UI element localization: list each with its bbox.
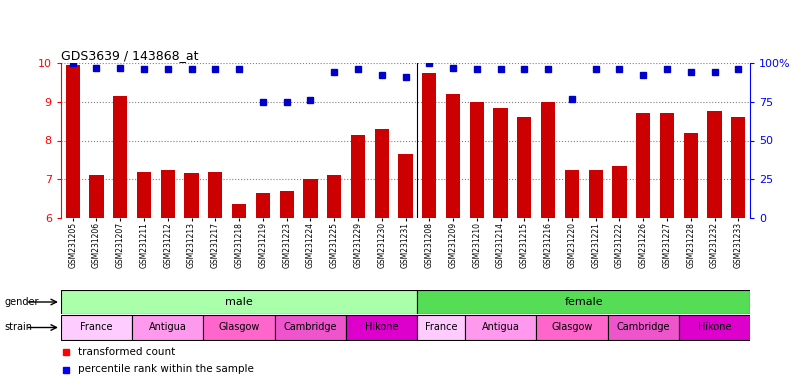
Text: Hikone: Hikone	[365, 323, 398, 333]
Bar	[327, 175, 341, 218]
Bar	[208, 172, 222, 218]
Text: Cambridge: Cambridge	[284, 323, 337, 333]
Bar	[398, 154, 413, 218]
Bar	[375, 129, 388, 218]
Bar	[204, 314, 275, 341]
Text: Cambridge: Cambridge	[616, 323, 670, 333]
Bar	[275, 314, 346, 341]
Bar	[636, 113, 650, 218]
Text: gender: gender	[4, 297, 39, 307]
Bar	[541, 102, 556, 218]
Bar	[184, 174, 199, 218]
Bar	[61, 290, 418, 313]
Bar	[679, 314, 750, 341]
Bar	[446, 94, 460, 218]
Bar	[132, 314, 204, 341]
Bar	[536, 314, 607, 341]
Bar	[470, 102, 484, 218]
Bar	[89, 175, 104, 218]
Text: Glasgow: Glasgow	[218, 323, 260, 333]
Bar	[418, 314, 465, 341]
Text: male: male	[225, 297, 253, 307]
Bar	[660, 113, 674, 218]
Text: Antigua: Antigua	[482, 323, 520, 333]
Bar	[351, 135, 365, 218]
Bar	[346, 314, 418, 341]
Bar	[161, 170, 175, 218]
Text: Hikone: Hikone	[697, 323, 732, 333]
Text: France: France	[425, 323, 457, 333]
Bar	[137, 172, 151, 218]
Bar	[517, 117, 531, 218]
Bar	[612, 166, 627, 218]
Bar	[418, 290, 750, 313]
Text: transformed count: transformed count	[78, 348, 175, 358]
Bar	[732, 117, 745, 218]
Bar	[303, 179, 318, 218]
Text: strain: strain	[4, 323, 32, 333]
Text: Glasgow: Glasgow	[551, 323, 593, 333]
Bar	[66, 65, 79, 218]
Bar	[589, 170, 603, 218]
Text: percentile rank within the sample: percentile rank within the sample	[78, 364, 254, 374]
Bar	[564, 170, 579, 218]
Text: GDS3639 / 143868_at: GDS3639 / 143868_at	[61, 49, 199, 62]
Bar	[113, 96, 127, 218]
Bar	[232, 204, 247, 218]
Text: Antigua: Antigua	[149, 323, 187, 333]
Bar	[684, 133, 698, 218]
Bar	[493, 108, 508, 218]
Bar	[280, 191, 294, 218]
Bar	[607, 314, 679, 341]
Text: France: France	[80, 323, 113, 333]
Bar	[61, 314, 132, 341]
Text: female: female	[564, 297, 603, 307]
Bar	[255, 193, 270, 218]
Bar	[707, 111, 722, 218]
Bar	[423, 73, 436, 218]
Bar	[465, 314, 536, 341]
